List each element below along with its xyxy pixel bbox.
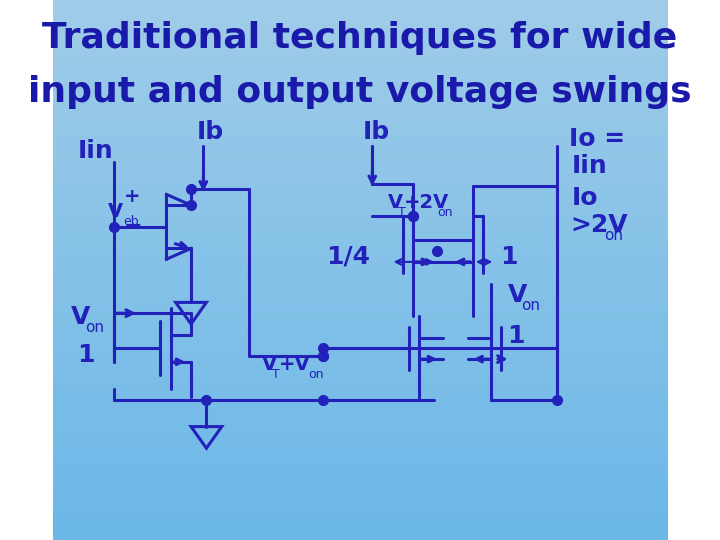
Text: Io: Io	[572, 186, 598, 210]
Text: −: −	[123, 215, 142, 235]
Text: Ib: Ib	[363, 120, 390, 144]
Text: 1: 1	[508, 324, 525, 348]
Text: Ib: Ib	[197, 120, 225, 144]
Text: V: V	[261, 355, 276, 374]
Text: V: V	[387, 193, 402, 212]
Text: eb: eb	[123, 215, 139, 228]
Text: +2V: +2V	[404, 193, 449, 212]
Text: >2V: >2V	[570, 213, 628, 237]
Text: on: on	[85, 320, 104, 335]
Text: T: T	[398, 206, 406, 219]
Text: T: T	[271, 368, 279, 381]
Text: Traditional techniques for wide: Traditional techniques for wide	[42, 21, 678, 55]
Text: V: V	[71, 305, 91, 329]
Text: on: on	[521, 299, 540, 314]
Text: V: V	[508, 284, 527, 307]
Text: V: V	[108, 202, 123, 221]
Text: 1/4: 1/4	[326, 245, 370, 268]
Text: 1: 1	[500, 245, 518, 268]
Text: +V: +V	[279, 355, 310, 374]
Text: on: on	[307, 368, 323, 381]
Text: Iin: Iin	[572, 154, 608, 178]
Text: on: on	[437, 206, 452, 219]
Text: input and output voltage swings: input and output voltage swings	[28, 75, 692, 109]
Text: Io =: Io =	[569, 127, 625, 151]
Text: on: on	[604, 228, 623, 244]
Text: +: +	[123, 187, 140, 206]
Text: 1: 1	[77, 343, 95, 367]
Text: Iin: Iin	[77, 139, 113, 163]
